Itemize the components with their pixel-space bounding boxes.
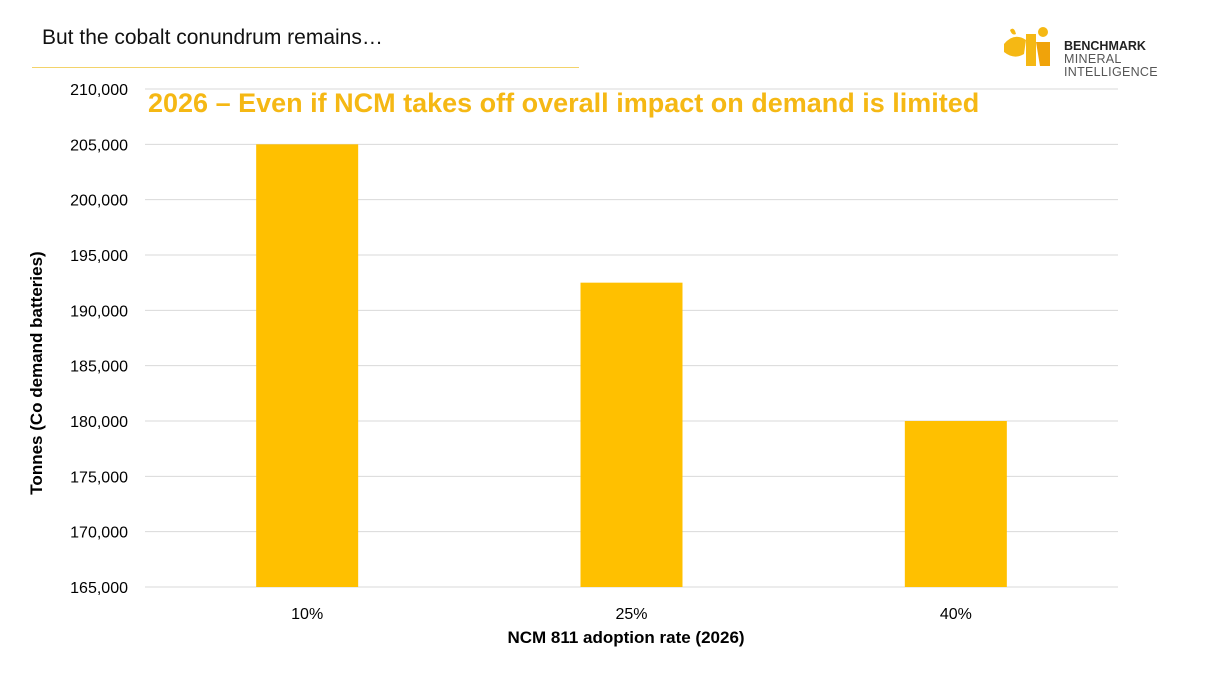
bar-10pct xyxy=(256,144,359,588)
chart-title: 2026 – Even if NCM takes off overall imp… xyxy=(148,88,980,118)
benchmark-logo-icon xyxy=(1004,27,1050,66)
x-tick-label: 25% xyxy=(615,606,647,623)
y-tick-label: 165,000 xyxy=(70,580,128,597)
x-axis-ticks: 10% 25% 40% xyxy=(291,606,972,623)
logo-text-line3: INTELLIGENCE xyxy=(1064,65,1158,79)
bars xyxy=(256,144,1007,588)
x-tick-label: 10% xyxy=(291,606,323,623)
bar-40pct xyxy=(904,421,1007,587)
bar-25pct xyxy=(580,282,683,587)
y-tick-label: 205,000 xyxy=(70,137,128,154)
y-tick-label: 210,000 xyxy=(70,82,128,99)
logo-text: BENCHMARK MINERAL INTELLIGENCE xyxy=(1064,40,1158,79)
x-tick-label: 40% xyxy=(940,606,972,623)
y-tick-label: 195,000 xyxy=(70,248,128,265)
y-tick-label: 190,000 xyxy=(70,303,128,320)
y-tick-label: 170,000 xyxy=(70,525,128,542)
logo-text-line2: MINERAL xyxy=(1064,52,1122,66)
y-tick-label: 175,000 xyxy=(70,469,128,486)
x-axis-label: NCM 811 adoption rate (2026) xyxy=(507,628,744,647)
y-tick-label: 200,000 xyxy=(70,193,128,210)
benchmark-logo: BENCHMARK MINERAL INTELLIGENCE xyxy=(1000,24,1180,84)
y-axis-label: Tonnes (Co demand batteries) xyxy=(27,251,46,494)
y-tick-label: 185,000 xyxy=(70,359,128,376)
y-axis-ticks: 165,000 170,000 175,000 180,000 185,000 190,0… xyxy=(70,82,128,597)
title-underline xyxy=(32,67,579,68)
slide-title: But the cobalt conundrum remains… xyxy=(42,26,383,49)
y-tick-label: 180,000 xyxy=(70,414,128,431)
logo-text-line1: BENCHMARK xyxy=(1064,39,1146,53)
